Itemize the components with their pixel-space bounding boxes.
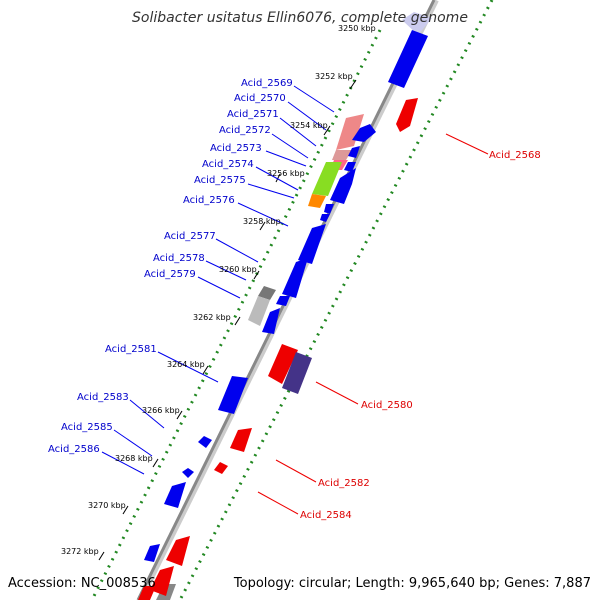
gene-label[interactable]: Acid_2580 [361, 400, 413, 411]
forward-genes [144, 12, 432, 600]
kbp-marker: 3258 kbp [243, 217, 281, 226]
gene-bottom-red-1[interactable] [166, 536, 190, 566]
gene-label[interactable]: Acid_2584 [300, 510, 352, 521]
gene-acid-2568[interactable] [396, 98, 418, 132]
gene-acid-2573[interactable] [312, 162, 342, 196]
gene-acid-2570[interactable] [336, 114, 364, 150]
gene-label[interactable]: Acid_2571 [227, 109, 279, 120]
gene-acid-2581c[interactable] [262, 308, 280, 334]
kbp-marker: 3260 kbp [219, 265, 257, 274]
reverse-genes [138, 98, 418, 600]
gene-acid-2576a[interactable] [348, 146, 360, 158]
gene-faded-top[interactable] [402, 12, 432, 35]
gene-bottom-blue[interactable] [144, 544, 160, 562]
kbp-marker: 3266 kbp [142, 406, 180, 415]
gene-acid-2569[interactable] [388, 30, 428, 88]
gene-acid-2585[interactable] [198, 436, 212, 448]
gene-label[interactable]: Acid_2570 [234, 93, 286, 104]
kbp-marker: 3256 kbp [267, 169, 305, 178]
kbp-marker: 3270 kbp [88, 501, 126, 510]
kbp-marker: 3250 kbp [338, 24, 376, 33]
outer-tick-track [178, 0, 494, 600]
gene-acid-2581a[interactable] [282, 258, 308, 298]
gene-label[interactable]: Acid_2582 [318, 478, 370, 489]
gene-label[interactable]: Acid_2577 [164, 231, 216, 242]
reverse-gene-labels: Acid_2568 Acid_2580 Acid_2582 Acid_2584 [300, 150, 541, 521]
gene-acid-2580a[interactable] [268, 344, 298, 384]
gene-acid-2577[interactable] [330, 168, 356, 204]
gene-label[interactable]: Acid_2569 [241, 78, 293, 89]
gene-bottom-red-3[interactable] [138, 586, 156, 600]
gene-acid-2582[interactable] [230, 428, 252, 452]
kbp-marker: 3252 kbp [315, 72, 353, 81]
gene-acid-2578a[interactable] [324, 204, 334, 214]
kbp-marker: 3254 kbp [290, 121, 328, 130]
gene-grey-2[interactable] [248, 296, 270, 326]
gene-label[interactable]: Acid_2573 [210, 143, 262, 154]
gene-label[interactable]: Acid_2572 [219, 125, 271, 136]
gene-label[interactable]: Acid_2576 [183, 195, 235, 206]
gene-acid-2571[interactable] [332, 150, 352, 160]
gene-label[interactable]: Acid_2585 [61, 422, 113, 433]
gene-label[interactable]: Acid_2583 [77, 392, 129, 403]
gene-label[interactable]: Acid_2574 [202, 159, 254, 170]
forward-gene-labels: Acid_2569 Acid_2570 Acid_2571 Acid_2572 … [48, 78, 293, 455]
gene-label[interactable]: Acid_2578 [153, 253, 205, 264]
gene-label[interactable]: Acid_2586 [48, 444, 100, 455]
gene-label[interactable]: Acid_2581 [105, 344, 157, 355]
gene-acid-2575[interactable] [352, 124, 376, 142]
genome-title: Solibacter usitatus Ellin6076, complete … [132, 10, 468, 26]
kbp-marker: 3272 kbp [61, 547, 99, 556]
gene-acid-2579[interactable] [298, 224, 326, 264]
kbp-ticks [98, 79, 357, 561]
gene-label[interactable]: Acid_2575 [194, 175, 246, 186]
gene-acid-2586b[interactable] [164, 482, 186, 508]
kbp-marker: 3262 kbp [193, 313, 231, 322]
gene-acid-2580b[interactable] [282, 352, 312, 394]
gene-acid-2574[interactable] [308, 194, 326, 208]
topology-summary: Topology: circular; Length: 9,965,640 bp… [233, 576, 591, 591]
gene-acid-2581b[interactable] [276, 296, 290, 306]
reverse-leader-lines [257, 133, 489, 515]
gene-grey-1[interactable] [258, 286, 276, 300]
gene-acid-2578b[interactable] [320, 214, 330, 222]
gene-acid-2576b[interactable] [344, 162, 356, 172]
gene-label[interactable]: Acid_2579 [144, 269, 196, 280]
accession-text: Accession: NC_008536 [8, 576, 156, 591]
gene-acid-2586a[interactable] [182, 468, 194, 478]
gene-acid-2583[interactable] [218, 376, 248, 414]
kbp-marker: 3264 kbp [167, 360, 205, 369]
gene-label[interactable]: Acid_2568 [489, 150, 541, 161]
gene-bottom-red-2[interactable] [150, 566, 174, 596]
kbp-marker-labels: 3250 kbp 3252 kbp 3254 kbp 3256 kbp 3258… [61, 24, 376, 556]
gene-acid-2584[interactable] [214, 462, 228, 474]
kbp-marker: 3268 kbp [115, 454, 153, 463]
forward-leader-lines [101, 85, 335, 475]
